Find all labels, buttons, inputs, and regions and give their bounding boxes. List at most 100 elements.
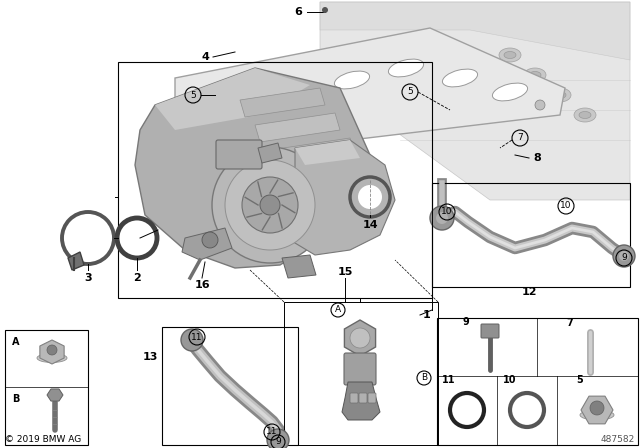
Text: 7: 7 — [517, 134, 523, 142]
Polygon shape — [175, 28, 565, 158]
Circle shape — [267, 429, 289, 448]
Ellipse shape — [492, 83, 527, 101]
Circle shape — [215, 113, 225, 123]
Ellipse shape — [504, 52, 516, 59]
Text: A: A — [12, 337, 19, 347]
Text: 5: 5 — [577, 375, 584, 385]
Ellipse shape — [524, 68, 546, 82]
Bar — [437, 318, 638, 445]
Text: B: B — [12, 394, 19, 404]
Circle shape — [322, 7, 328, 13]
Ellipse shape — [580, 410, 614, 420]
Text: 10: 10 — [441, 207, 452, 216]
Circle shape — [350, 328, 370, 348]
Ellipse shape — [230, 98, 266, 116]
Text: 16: 16 — [194, 280, 210, 290]
Ellipse shape — [529, 72, 541, 78]
Ellipse shape — [335, 71, 369, 89]
Text: A: A — [335, 306, 341, 314]
Circle shape — [47, 345, 57, 355]
Bar — [284, 302, 438, 445]
FancyBboxPatch shape — [350, 393, 358, 403]
Text: 11: 11 — [442, 375, 456, 385]
Polygon shape — [182, 228, 232, 260]
Ellipse shape — [579, 112, 591, 119]
FancyBboxPatch shape — [344, 353, 376, 385]
Polygon shape — [320, 2, 630, 200]
FancyBboxPatch shape — [481, 324, 499, 338]
Text: 3: 3 — [84, 273, 92, 283]
Text: 4: 4 — [201, 52, 209, 62]
Circle shape — [619, 251, 629, 261]
Circle shape — [358, 185, 382, 209]
Text: 9: 9 — [275, 438, 281, 447]
Polygon shape — [344, 320, 376, 356]
Circle shape — [181, 329, 203, 351]
Text: 12: 12 — [521, 287, 537, 297]
Text: 13: 13 — [142, 352, 157, 362]
Text: 5: 5 — [407, 87, 413, 96]
Circle shape — [430, 206, 454, 230]
FancyBboxPatch shape — [359, 393, 367, 403]
Ellipse shape — [554, 91, 566, 99]
Bar — [5, 330, 88, 445]
Text: 11: 11 — [266, 427, 278, 436]
Ellipse shape — [280, 84, 316, 102]
Text: 15: 15 — [337, 267, 353, 277]
Ellipse shape — [499, 48, 521, 62]
Ellipse shape — [388, 59, 424, 77]
Circle shape — [212, 147, 328, 263]
Polygon shape — [135, 68, 370, 268]
Polygon shape — [295, 140, 360, 165]
Text: B: B — [421, 374, 427, 383]
Circle shape — [458, 401, 476, 419]
Text: © 2019 BMW AG: © 2019 BMW AG — [5, 435, 81, 444]
Text: 8: 8 — [533, 153, 541, 163]
Polygon shape — [155, 68, 310, 130]
Text: 10: 10 — [560, 202, 572, 211]
Circle shape — [510, 393, 544, 427]
Text: 14: 14 — [362, 220, 378, 230]
Polygon shape — [342, 382, 380, 420]
Polygon shape — [47, 389, 63, 401]
Polygon shape — [258, 143, 282, 163]
Circle shape — [535, 100, 545, 110]
Ellipse shape — [574, 108, 596, 122]
Polygon shape — [240, 88, 325, 117]
Text: 5: 5 — [190, 90, 196, 99]
Polygon shape — [40, 340, 64, 364]
Text: 6: 6 — [294, 7, 302, 17]
Polygon shape — [275, 140, 395, 255]
Ellipse shape — [442, 69, 477, 87]
FancyBboxPatch shape — [368, 393, 376, 403]
Text: 9: 9 — [463, 317, 469, 327]
Circle shape — [202, 232, 218, 248]
FancyBboxPatch shape — [216, 140, 262, 169]
Circle shape — [242, 177, 298, 233]
Text: 11: 11 — [191, 332, 203, 341]
Text: 1: 1 — [423, 310, 431, 320]
Circle shape — [260, 195, 280, 215]
Text: 10: 10 — [503, 375, 516, 385]
Bar — [432, 183, 630, 287]
Polygon shape — [282, 255, 316, 278]
Circle shape — [590, 401, 604, 415]
Text: 7: 7 — [566, 318, 573, 328]
Bar — [162, 327, 298, 445]
Polygon shape — [270, 138, 355, 167]
Text: 487582: 487582 — [601, 435, 635, 444]
Bar — [118, 62, 432, 298]
Ellipse shape — [37, 353, 67, 362]
Polygon shape — [581, 396, 613, 424]
Polygon shape — [320, 2, 630, 60]
Circle shape — [436, 212, 448, 224]
Circle shape — [225, 160, 315, 250]
Polygon shape — [68, 252, 84, 270]
Text: 2: 2 — [133, 273, 141, 283]
Circle shape — [518, 401, 536, 419]
Circle shape — [613, 245, 635, 267]
Circle shape — [450, 393, 484, 427]
Text: 9: 9 — [621, 254, 627, 263]
Polygon shape — [255, 113, 340, 142]
Ellipse shape — [549, 88, 571, 102]
